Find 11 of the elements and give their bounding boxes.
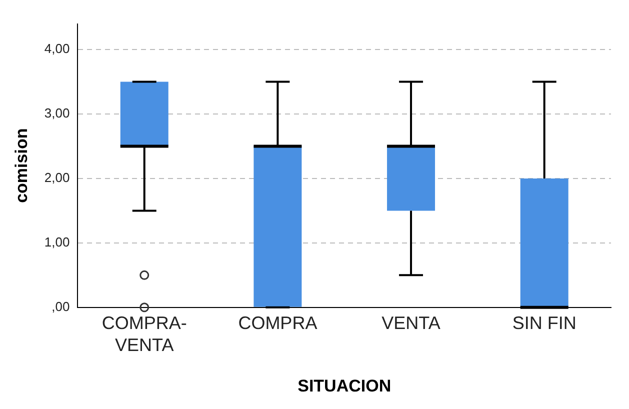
y-tick-label: 2,00	[44, 170, 70, 186]
x-tick-label: COMPRA-VENTA	[102, 313, 187, 355]
x-tick-label: SIN FIN	[512, 313, 576, 334]
y-axis-title: comision	[12, 128, 31, 203]
y-tick-label: 4,00	[44, 41, 70, 56]
x-tick-label: VENTA	[382, 313, 440, 334]
y-tick-label: 3,00	[44, 106, 70, 121]
y-tick-label: ,00	[52, 298, 70, 314]
x-axis-title: SITUACION	[298, 376, 392, 396]
y-tick-label: 1,00	[44, 234, 70, 250]
x-tick-label: COMPRA	[238, 313, 318, 334]
